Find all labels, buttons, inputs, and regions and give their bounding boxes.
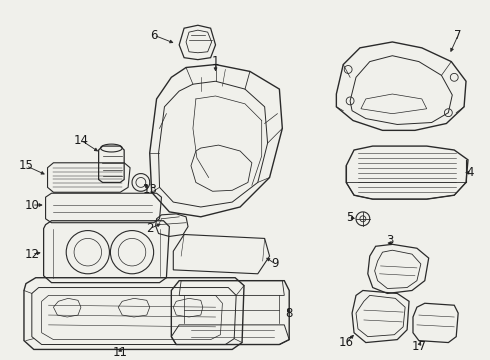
Text: 15: 15 xyxy=(19,159,33,172)
Text: 5: 5 xyxy=(346,211,354,224)
Text: 14: 14 xyxy=(74,134,89,147)
Text: 16: 16 xyxy=(339,336,354,349)
Text: 3: 3 xyxy=(386,234,393,247)
Text: 8: 8 xyxy=(286,307,293,320)
Text: 10: 10 xyxy=(24,198,39,212)
Text: 17: 17 xyxy=(412,340,426,353)
Text: 2: 2 xyxy=(146,222,153,235)
Text: 9: 9 xyxy=(271,257,279,270)
Text: 12: 12 xyxy=(24,248,39,261)
Text: 1: 1 xyxy=(212,55,220,68)
Text: 6: 6 xyxy=(150,28,157,41)
Text: 13: 13 xyxy=(142,183,157,196)
Text: 11: 11 xyxy=(113,346,128,359)
Text: 7: 7 xyxy=(454,28,462,41)
Text: 4: 4 xyxy=(466,166,474,179)
